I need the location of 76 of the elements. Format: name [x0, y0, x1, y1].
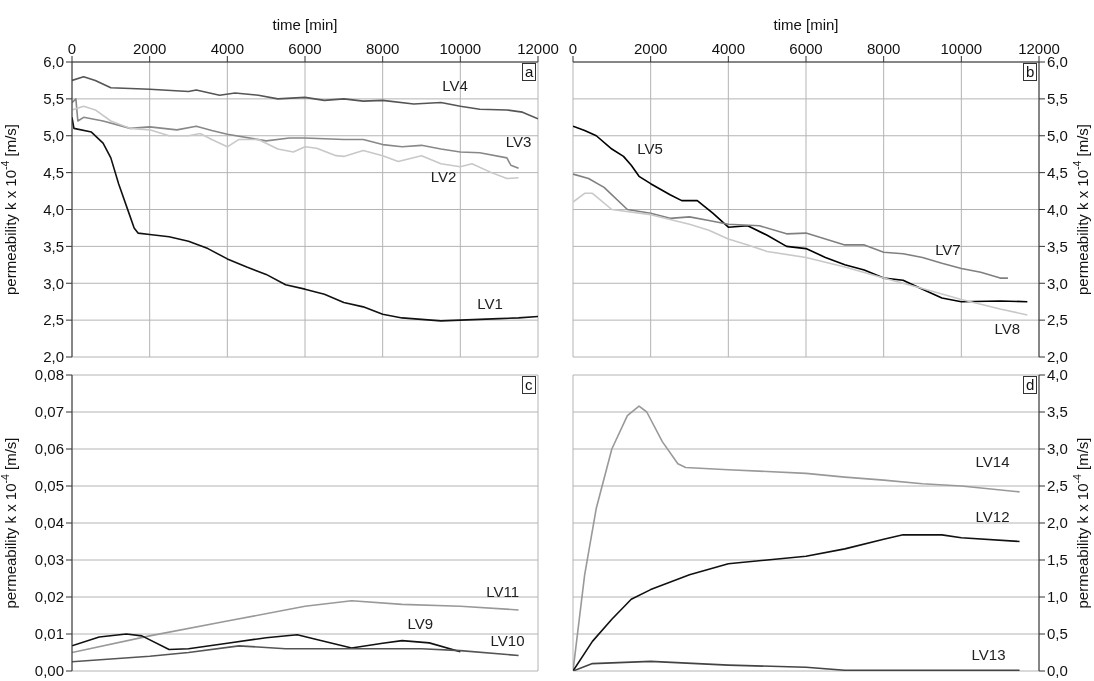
- series-label: LV2: [430, 167, 457, 185]
- series-label: LV10: [490, 632, 525, 650]
- series-label: LV5: [637, 140, 663, 158]
- x-tick-label: 4000: [210, 40, 245, 57]
- y-tick-label: 2,0: [43, 348, 64, 366]
- y-tick-label: 6,0: [43, 53, 64, 71]
- series-label: LV3: [505, 133, 532, 151]
- y-tick-label: 2,5: [1047, 477, 1068, 495]
- y-tick-label: 0,5: [1047, 625, 1068, 643]
- x-tick-label: 10000: [940, 40, 983, 57]
- x-tick-label: 10000: [439, 40, 482, 57]
- y-tick-label: 0,04: [34, 514, 64, 532]
- series-label: LV4: [442, 76, 468, 94]
- y-tick-label: 3,5: [43, 237, 64, 255]
- series-label: LV8: [994, 319, 1021, 337]
- series-label: LV14: [975, 452, 1010, 470]
- y-tick-label: 0,07: [34, 403, 64, 421]
- series-label: LV12: [975, 508, 1010, 526]
- y-tick-label: 5,5: [1047, 90, 1068, 108]
- line-series: [573, 173, 1009, 279]
- x-tick-label: 0: [568, 40, 578, 57]
- x-axis-title: time [min]: [773, 15, 839, 33]
- series-label: LV13: [971, 646, 1006, 664]
- series-label: LV7: [935, 241, 961, 259]
- y-tick-label: 0,06: [34, 440, 64, 458]
- y-tick-label: 4,0: [1047, 366, 1068, 384]
- line-series: [573, 405, 1021, 671]
- y-tick-label: 0,08: [34, 366, 64, 384]
- x-axis-title: time [min]: [272, 15, 338, 33]
- y-tick-label: 0,01: [34, 625, 64, 643]
- y-tick-label: 3,0: [43, 274, 64, 292]
- y-tick-label: 1,0: [1047, 588, 1068, 606]
- y-tick-label: 0,0: [1047, 662, 1068, 680]
- x-tick-label: 0: [67, 40, 77, 57]
- x-tick-label: 6000: [288, 40, 322, 57]
- y-tick-label: 0,03: [34, 551, 64, 569]
- line-series: [573, 660, 1021, 671]
- x-tick-label: 2000: [633, 40, 668, 57]
- x-tick-label: 12000: [517, 40, 559, 57]
- y-tick-label: 2,5: [43, 311, 64, 329]
- y-tick-label: 0,02: [34, 588, 64, 606]
- y-tick-label: 3,5: [1047, 403, 1068, 421]
- y-tick-label: 4,5: [43, 163, 64, 181]
- y-tick-label: 0,05: [34, 477, 64, 495]
- x-tick-label: 8000: [866, 40, 901, 57]
- y-tick-label: 0,00: [34, 662, 64, 680]
- y-tick-label: 5,0: [43, 127, 64, 145]
- y-tick-label: 4,0: [43, 200, 64, 218]
- line-series: [573, 125, 1029, 303]
- y-tick-label: 3,5: [1047, 237, 1068, 255]
- annotation: d: [1023, 376, 1038, 394]
- line-series: [72, 75, 538, 120]
- x-tick-label: 6000: [789, 40, 823, 57]
- annotation: c: [522, 376, 536, 394]
- x-tick-label: 2000: [132, 40, 167, 57]
- x-tick-label: 8000: [365, 40, 400, 57]
- y-tick-label: 4,0: [1047, 200, 1068, 218]
- y-tick-label: 3,0: [1047, 274, 1068, 292]
- line-series: [573, 192, 1029, 316]
- line-series: [573, 534, 1021, 671]
- y-tick-label: 2,0: [1047, 348, 1068, 366]
- y-tick-label: 5,5: [43, 90, 64, 108]
- y-tick-label: 2,0: [1047, 514, 1068, 532]
- annotation: a: [522, 63, 537, 81]
- series-label: LV9: [407, 614, 434, 632]
- y-tick-label: 4,5: [1047, 163, 1068, 181]
- series-label: LV11: [486, 582, 519, 600]
- series-label: LV1: [477, 295, 503, 313]
- y-tick-label: 5,0: [1047, 127, 1068, 145]
- x-tick-label: 4000: [711, 40, 746, 57]
- line-series: [72, 633, 462, 653]
- annotation: b: [1023, 63, 1038, 81]
- y-tick-label: 1,5: [1047, 551, 1068, 569]
- line-series: [72, 645, 520, 663]
- y-tick-label: 3,0: [1047, 440, 1068, 458]
- y-tick-label: 2,5: [1047, 311, 1068, 329]
